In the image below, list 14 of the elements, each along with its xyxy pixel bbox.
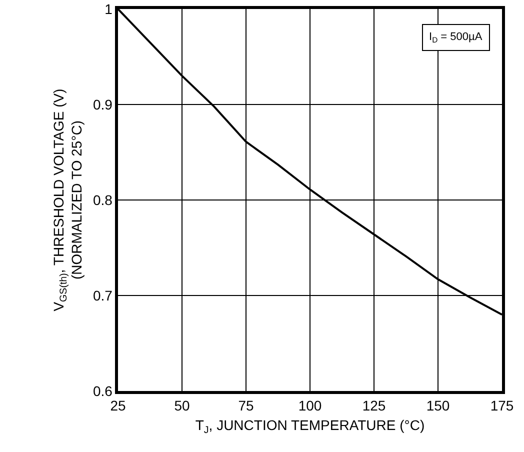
y-tick-label: 0.9 — [92, 96, 113, 112]
x-tick-label: 50 — [174, 398, 190, 414]
annotation: I$_{D}$ = 500µA — [429, 31, 483, 44]
x-tick-label: 125 — [362, 398, 386, 414]
x-tick-label: 175 — [490, 398, 514, 414]
y-tick-label: 0.8 — [92, 192, 113, 208]
y-tick-label: 1 — [104, 0, 113, 17]
x-tick-label: 25 — [110, 398, 126, 414]
y-tick-label: 0.7 — [92, 287, 113, 304]
x-tick-label: 75 — [238, 398, 254, 414]
x-tick-label: 100 — [298, 398, 322, 414]
y-tick-label: 0.6 — [92, 382, 113, 399]
x-axis-title: T$_{J}$, JUNCTION TEMPERATURE (°C) — [195, 416, 425, 436]
x-tick-label: 150 — [426, 398, 450, 414]
